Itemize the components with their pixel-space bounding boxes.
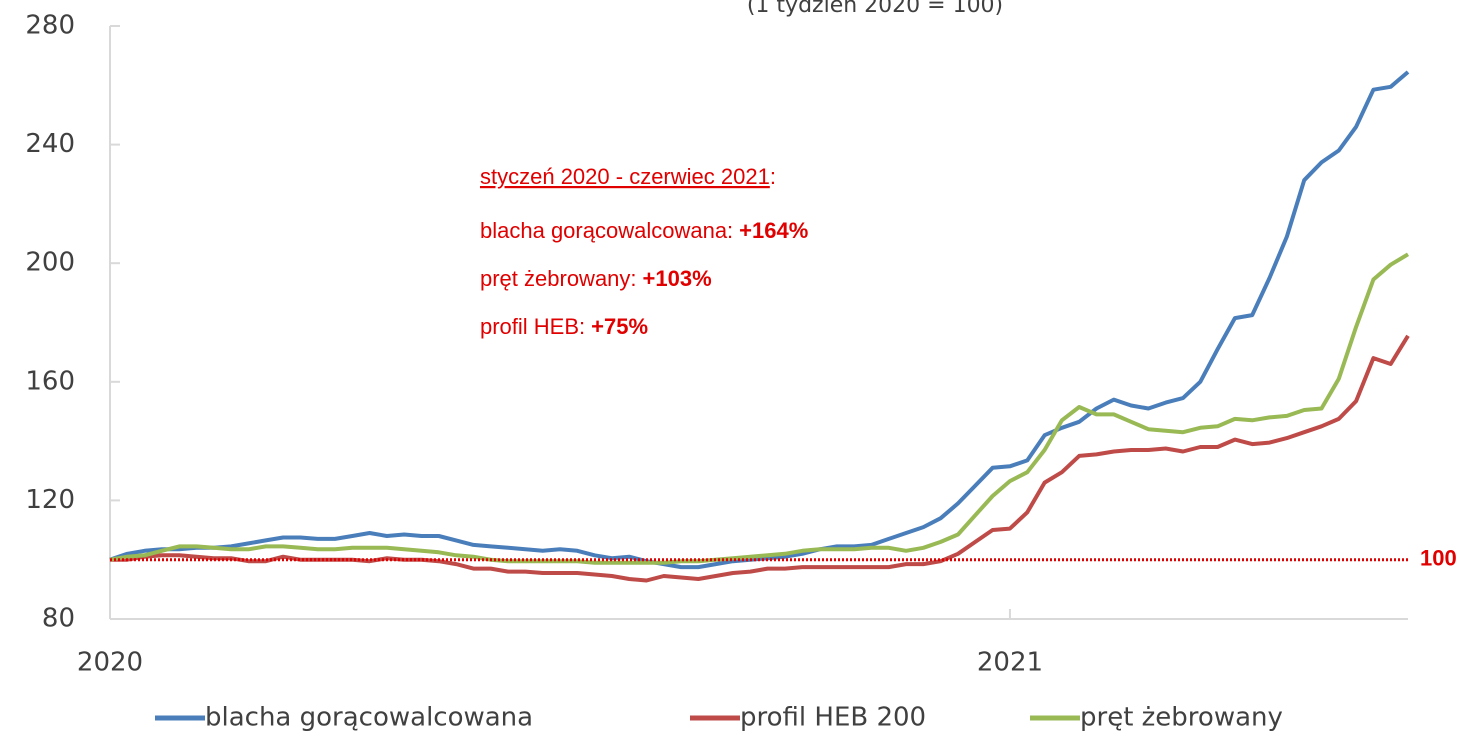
x-tick-label: 2021 bbox=[977, 648, 1043, 678]
series-line bbox=[109, 252, 1410, 565]
x-tick-label: 2020 bbox=[77, 648, 143, 678]
annotation-line: profil HEB: +75% bbox=[480, 314, 648, 339]
legend-label: pręt żebrowany bbox=[1080, 703, 1283, 733]
y-tick-label: 280 bbox=[25, 11, 75, 41]
annotation-header: styczeń 2020 - czerwiec 2021: bbox=[480, 164, 776, 189]
annotation-period: styczeń 2020 - czerwiec 2021 bbox=[480, 164, 770, 189]
annotation-label: profil HEB: bbox=[480, 314, 585, 339]
annotation-colon: : bbox=[770, 164, 776, 189]
annotation-line: pręt żebrowany: +103% bbox=[480, 266, 712, 291]
legend-label: blacha gorącowalcowana bbox=[205, 703, 533, 733]
reference-label: 100 bbox=[1420, 546, 1457, 571]
y-tick-label: 200 bbox=[25, 248, 75, 278]
annotation-label: blacha gorącowalcowana: bbox=[480, 218, 733, 243]
y-tick-label: 160 bbox=[25, 366, 75, 396]
annotation-value: +75% bbox=[591, 314, 648, 339]
annotation-line: blacha gorącowalcowana: +164% bbox=[480, 218, 808, 243]
series-line bbox=[109, 70, 1410, 570]
annotation-label: pręt żebrowany: bbox=[480, 266, 637, 291]
y-tick-label: 80 bbox=[42, 604, 75, 634]
legend-label: profil HEB 200 bbox=[740, 703, 926, 733]
series-line bbox=[110, 334, 1410, 583]
annotation-value: +103% bbox=[643, 266, 712, 291]
y-tick-label: 120 bbox=[25, 485, 75, 515]
y-tick-label: 240 bbox=[25, 129, 75, 159]
chart-subtitle: (1 tydzień 2020 = 100) bbox=[747, 0, 1003, 18]
annotation-value: +164% bbox=[739, 218, 808, 243]
